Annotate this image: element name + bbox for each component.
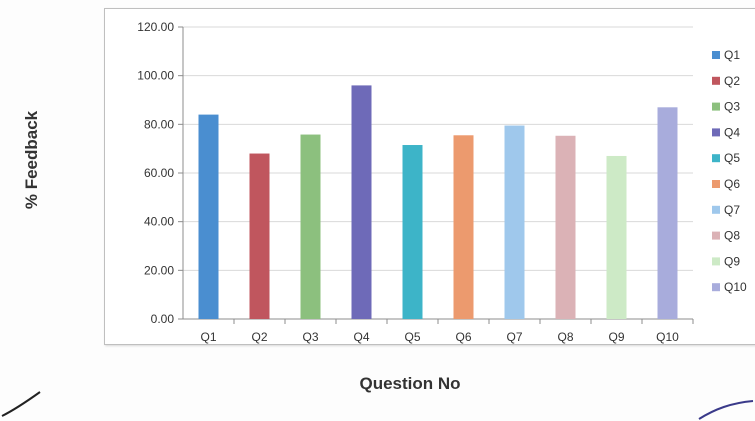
bar-chart: 0.00 20.00 40.00 60.00 80.00 100.00 120.00 Q1 Q2… [137, 20, 747, 344]
bar-q1 [198, 114, 219, 319]
y-tick-label: 40.00 [144, 215, 174, 229]
bar-q10 [657, 107, 678, 319]
legend-swatch-q8 [712, 231, 720, 240]
x-tick-label: Q6 [455, 330, 471, 344]
bar-q2 [249, 153, 270, 319]
legend-swatch-q1 [712, 51, 720, 59]
y-tick-label: 60.00 [144, 166, 174, 180]
pen-mark-right [698, 400, 754, 420]
bar-q9 [606, 155, 627, 319]
x-tick-label: Q5 [404, 330, 420, 344]
x-tick-label: Q3 [302, 330, 318, 344]
legend-swatch-q5 [712, 154, 720, 163]
legend-label-q4: Q4 [724, 125, 740, 139]
legend-label-q7: Q7 [724, 203, 740, 217]
legend-label-q1: Q1 [724, 48, 740, 62]
legend-label-q9: Q9 [724, 254, 740, 268]
legend-label-q2: Q2 [724, 74, 740, 88]
y-axis-title-text: % Feedback [22, 110, 41, 210]
legend-label-q5: Q5 [724, 151, 740, 165]
x-tick-label: Q2 [251, 330, 267, 344]
legend-swatch-q9 [712, 257, 720, 266]
legend-swatch-q6 [712, 180, 720, 188]
x-tick-label: Q10 [656, 330, 679, 344]
legend-label-q6: Q6 [724, 177, 740, 191]
x-tick-label: Q9 [608, 330, 624, 344]
bar-q7 [504, 125, 525, 319]
pen-mark-left [1, 391, 41, 417]
legend-label-q10: Q10 [724, 280, 747, 294]
y-tick-label: 20.00 [144, 263, 174, 277]
y-axis-title: % Feedback [12, 60, 52, 260]
legend-swatch-q2 [712, 76, 720, 85]
x-axis-title: Question No [359, 374, 461, 393]
bar-q5 [402, 145, 423, 319]
y-tick-label: 120.00 [137, 20, 174, 34]
bar-q6 [453, 135, 474, 319]
bar-q3 [300, 134, 321, 319]
legend-swatch-q10 [712, 283, 720, 292]
y-tick-label: 80.00 [144, 117, 174, 131]
y-tick-label: 100.00 [137, 69, 174, 83]
x-tick-label: Q8 [557, 330, 573, 344]
bar-q4 [351, 85, 372, 320]
legend-swatch-q7 [712, 205, 720, 214]
legend-label-q3: Q3 [724, 100, 740, 114]
legend-swatch-q3 [712, 102, 720, 111]
bar-q8 [555, 135, 576, 319]
legend-label-q8: Q8 [724, 229, 740, 243]
x-tick-label: Q4 [353, 330, 369, 344]
y-tick-label: 0.00 [151, 312, 175, 326]
legend-swatch-q4 [712, 128, 720, 137]
x-tick-label: Q7 [506, 330, 522, 344]
x-tick-label: Q1 [200, 330, 216, 344]
chart-frame: 0.00 20.00 40.00 60.00 80.00 100.00 120.00 Q1 Q2… [104, 8, 755, 345]
